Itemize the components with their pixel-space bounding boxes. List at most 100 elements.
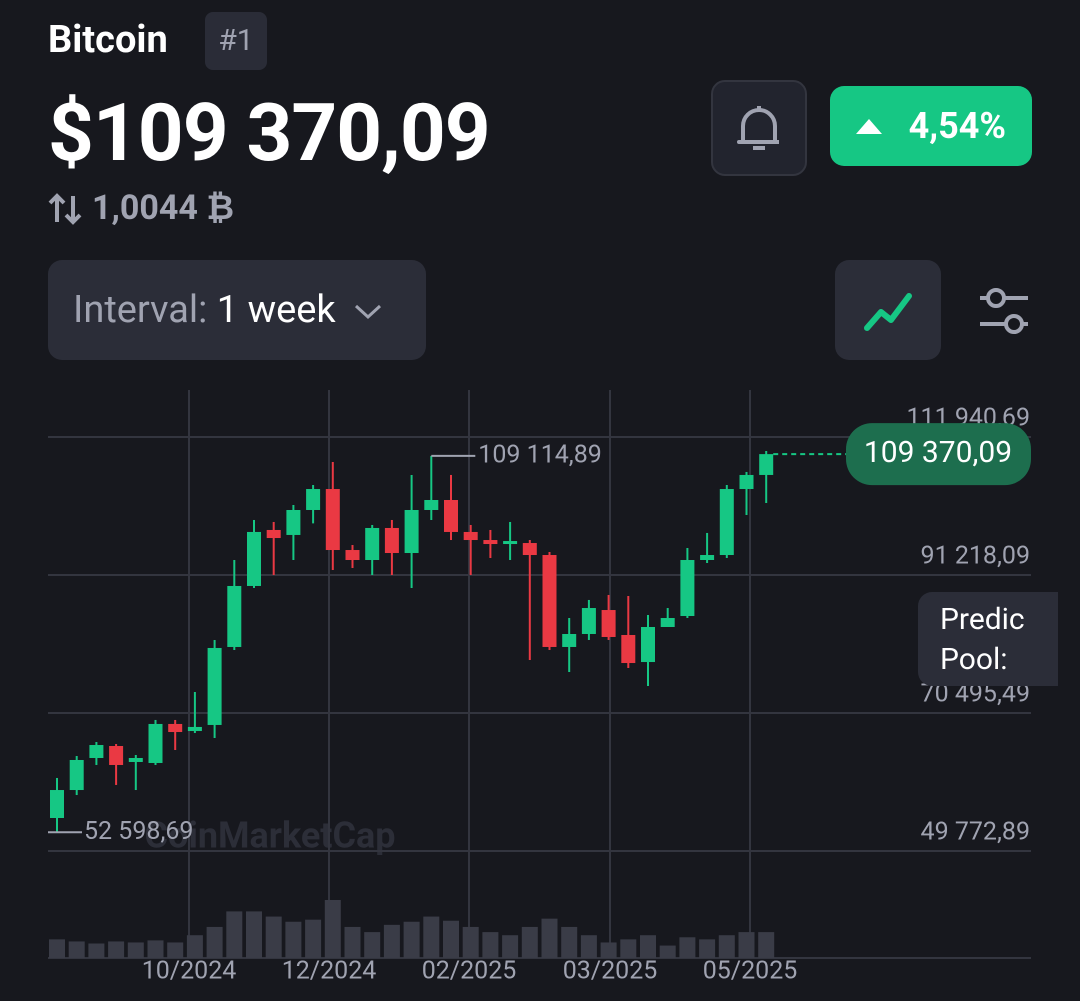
volume-bar: [659, 945, 676, 958]
line-icon: [864, 293, 912, 331]
current-price-pill: [846, 423, 1031, 486]
volume-bar: [640, 935, 656, 958]
candle-body: [424, 500, 439, 510]
x-tick-label: 10/2024: [142, 957, 237, 986]
y-tick-label: 49 772,89: [921, 818, 1030, 847]
candle-body: [444, 500, 458, 532]
candle-body: [365, 527, 380, 561]
candle-body: [69, 759, 84, 791]
x-tick-label: 12/2024: [282, 957, 377, 986]
x-tick-label: 02/2025: [422, 957, 517, 986]
current-price-label: 109 370,09: [864, 435, 1012, 470]
candle-body: [503, 541, 518, 545]
volume-bar: [443, 920, 459, 958]
candle-body: [207, 647, 222, 725]
candle-body: [325, 489, 340, 551]
change-value: 4,54%: [908, 105, 1006, 147]
volume-bar: [108, 941, 125, 958]
interval-value: 1 week: [216, 288, 336, 332]
candle-body: [266, 529, 281, 539]
volume-bar: [521, 926, 538, 958]
volume-bar: [344, 926, 361, 958]
candle-body: [660, 618, 675, 627]
volume-bar: [679, 937, 696, 958]
interval-selector[interactable]: Interval: 1 week: [48, 260, 426, 360]
candle-body: [109, 746, 124, 765]
candle-body: [641, 626, 655, 663]
volume-bar: [738, 932, 755, 958]
alert-button[interactable]: [711, 80, 807, 176]
candle-body: [384, 527, 399, 554]
max-label: 109 114,89: [478, 440, 602, 469]
volume-bar: [127, 942, 144, 958]
candle-body: [148, 723, 163, 763]
volume-bar: [482, 932, 499, 958]
volume-bar: [541, 918, 558, 958]
candle-body: [89, 745, 104, 758]
candle-body: [463, 531, 478, 541]
btc-conversion: 1,0044 ₿: [92, 188, 235, 228]
chart-type-button[interactable]: [835, 260, 941, 360]
y-tick-label: 91 218,09: [921, 542, 1030, 571]
candle-body: [522, 543, 537, 556]
price: $109 370,09: [48, 86, 491, 180]
candle-body: [286, 509, 301, 535]
x-tick-label: 03/2025: [563, 957, 658, 986]
volume-bar: [147, 940, 164, 958]
candle-body: [680, 560, 695, 617]
candle-body: [483, 540, 498, 545]
volume-bar: [718, 935, 735, 958]
candle-body: [719, 489, 734, 556]
volume-bar: [265, 916, 282, 958]
candle-body: [168, 723, 183, 733]
volume-bar: [580, 935, 597, 958]
x-tick-label: 05/2025: [703, 957, 798, 986]
volume-bar: [285, 921, 302, 958]
volume-bar: [226, 911, 243, 958]
candle-body: [247, 531, 261, 586]
min-label: 52 598,69: [84, 817, 193, 846]
volume-bar: [758, 932, 775, 958]
swap-icon: [48, 193, 82, 225]
volume-bar: [364, 932, 381, 958]
watermark: CoinMarketCap: [144, 815, 395, 857]
volume-bar: [49, 939, 65, 958]
candle-body: [306, 489, 321, 510]
candle-body: [759, 454, 774, 475]
bell-icon: [737, 106, 779, 150]
volume-bar: [561, 926, 578, 958]
promo-line: Pool:: [940, 642, 1008, 677]
volume-bar: [403, 921, 420, 958]
interval-label: Interval:: [73, 288, 208, 332]
candle-body: [581, 608, 596, 634]
volume-bar: [423, 916, 440, 958]
promo-line: Predic: [940, 602, 1025, 637]
candle-body: [227, 585, 242, 647]
volume-bar: [206, 926, 223, 958]
volume-bar: [699, 939, 716, 958]
prediction-pool-card[interactable]: Predic Pool:: [918, 592, 1058, 686]
candle-body: [345, 550, 360, 561]
candle-body: [601, 610, 616, 637]
volume-bar: [246, 911, 262, 958]
coin-name: Bitcoin: [48, 18, 168, 62]
candle-body: [50, 790, 64, 818]
candle-body: [739, 474, 754, 490]
candle-body: [542, 555, 557, 647]
volume-bar: [186, 935, 203, 958]
change-badge: 4,54%: [830, 86, 1032, 166]
settings-icon[interactable]: [976, 286, 1032, 336]
candle-body: [404, 509, 419, 554]
volume-bar: [167, 942, 184, 958]
volume-bar: [88, 943, 105, 958]
volume-bar: [68, 941, 85, 958]
volume-bar: [600, 942, 617, 958]
volume-bar: [502, 935, 519, 958]
volume-bar: [462, 926, 479, 958]
candle-body: [621, 634, 636, 664]
volume-bar: [305, 919, 322, 958]
volume-bar: [620, 939, 637, 958]
volume-bar: [383, 924, 400, 958]
